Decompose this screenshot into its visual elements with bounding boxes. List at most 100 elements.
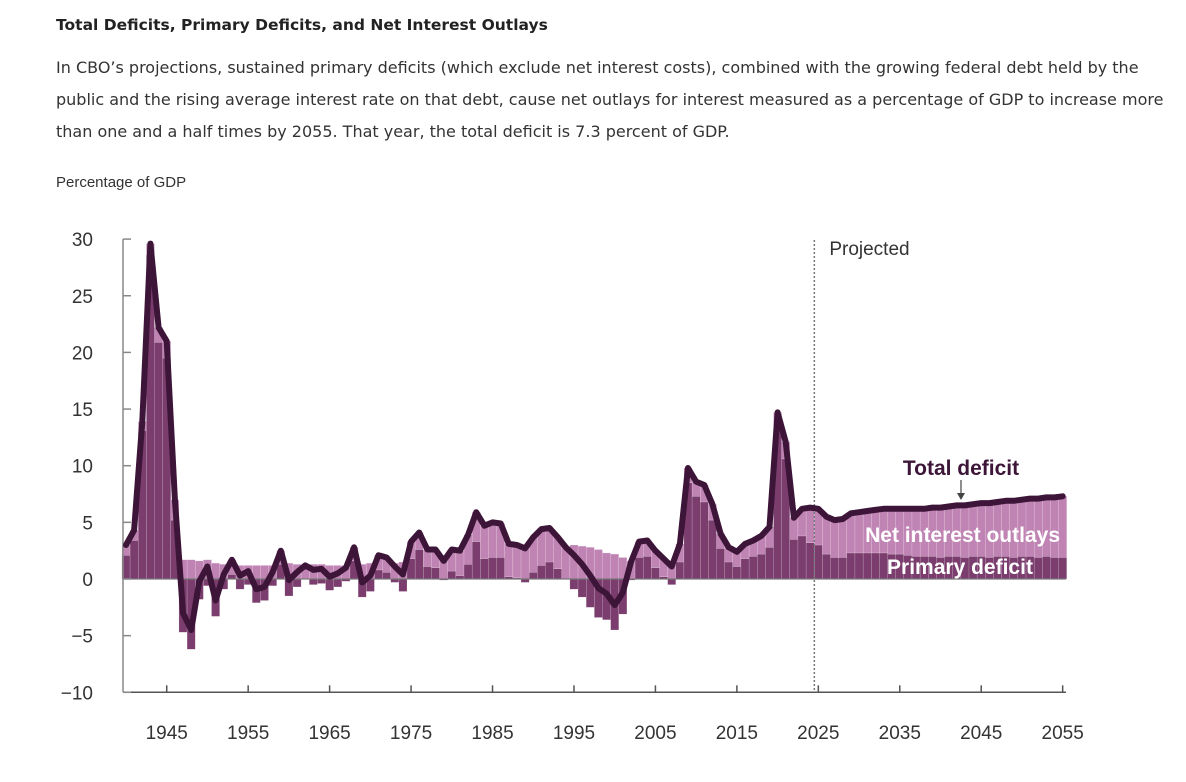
net-interest-bar — [789, 517, 799, 540]
primary-deficit-bar — [569, 578, 579, 590]
primary-deficit-bar — [805, 542, 815, 580]
primary-deficit-bar — [789, 539, 799, 580]
net-interest-bar — [846, 513, 856, 554]
net-interest-bar — [805, 507, 815, 543]
y-tick-label: −10 — [61, 683, 93, 704]
y-tick-label: 0 — [82, 570, 93, 591]
primary-deficit-bar — [480, 558, 489, 580]
net-interest-bar — [830, 519, 839, 558]
primary-deficit-bar — [398, 578, 408, 592]
primary-deficit-bar — [1042, 556, 1051, 580]
primary-deficit-bar — [447, 570, 457, 580]
primary-deficit-bar — [528, 572, 538, 580]
primary-deficit-bar — [846, 552, 856, 580]
primary-deficit-bar — [708, 519, 717, 580]
net-interest-bar — [594, 549, 603, 580]
primary-deficit-bar — [667, 578, 676, 585]
net-interest-bar — [512, 544, 522, 579]
primary-deficit-bar — [414, 549, 424, 580]
net-interest-bar — [186, 559, 196, 580]
primary-deficit-bar — [545, 561, 554, 580]
primary-deficit-bar — [830, 557, 839, 580]
x-tick-label: 1955 — [227, 723, 269, 744]
y-tick-label: 15 — [72, 400, 93, 421]
primary-deficit-bar — [423, 566, 432, 580]
net-interest-bar — [610, 553, 619, 580]
primary-deficit-bar — [634, 557, 644, 580]
primary-deficit-bar — [333, 578, 343, 588]
primary-deficit-bar — [317, 578, 326, 584]
x-tick-label: 2035 — [879, 723, 921, 744]
net-interest-bar — [480, 525, 489, 559]
primary-deficit-bar — [757, 553, 766, 580]
primary-deficit-bar — [724, 561, 734, 580]
primary-deficit-bar — [235, 578, 245, 590]
primary-deficit-bar — [309, 578, 318, 585]
y-tick-label: 10 — [72, 457, 93, 478]
primary-deficit-bar — [765, 547, 774, 580]
primary-deficit-bar — [1058, 557, 1067, 580]
primary-deficit-bar — [740, 558, 750, 580]
primary-deficit-bar — [382, 572, 391, 580]
net-interest-bar — [504, 543, 514, 577]
x-tick-label: 1945 — [146, 723, 188, 744]
y-tick-label: 5 — [82, 513, 93, 534]
primary-deficit-bar — [292, 578, 302, 588]
x-tick-label: 2025 — [797, 723, 839, 744]
primary-deficit-bar — [154, 342, 163, 580]
primary-deficit-bar — [732, 566, 742, 580]
net-interest-bar — [822, 516, 831, 555]
total-deficit-line — [123, 240, 1066, 633]
primary-deficit-bar — [838, 557, 848, 580]
x-tick-label: 2015 — [716, 723, 758, 744]
primary-deficit-bar — [748, 556, 758, 580]
y-tick-label: 20 — [72, 343, 93, 364]
net-interest-bar — [838, 518, 848, 558]
total-deficit-label: Total deficit — [903, 457, 1019, 480]
net-interest-bar — [854, 511, 864, 554]
annotation-arrow-head-icon — [957, 493, 965, 500]
primary-deficit-bar — [325, 578, 334, 591]
primary-deficit-bar — [431, 567, 440, 580]
primary-deficit-bar — [716, 548, 725, 580]
primary-deficit-bar — [374, 569, 383, 580]
net-interest-bar — [455, 550, 465, 576]
primary-deficit-bar — [488, 557, 497, 580]
primary-deficit-bar — [862, 552, 872, 580]
primary-deficit-bar — [129, 540, 139, 580]
primary-deficit-bar — [471, 541, 481, 580]
net-interest-bar — [488, 522, 497, 558]
primary-deficit-bar — [553, 568, 562, 580]
primary-deficit-bar — [700, 501, 709, 580]
projected-label: Projected — [829, 239, 909, 260]
y-tick-label: −5 — [71, 627, 93, 648]
x-tick-label: 2055 — [1042, 723, 1084, 744]
primary-deficit-bar — [496, 557, 505, 580]
primary-deficit-bar — [797, 535, 807, 580]
primary-deficit-bar — [1050, 557, 1059, 580]
primary-deficit-bar — [675, 561, 685, 580]
y-tick-label: 30 — [72, 230, 93, 251]
x-tick-label: 1995 — [553, 723, 595, 744]
primary-deficit-bar — [814, 544, 823, 580]
y-tick-label: 25 — [72, 287, 93, 308]
primary-deficit-bar — [691, 496, 701, 580]
y-axis-label: Percentage of GDP — [56, 174, 187, 191]
x-tick-label: 1985 — [471, 723, 513, 744]
primary-deficit-bar — [871, 552, 880, 580]
x-tick-label: 1975 — [390, 723, 432, 744]
x-tick-label: 2045 — [960, 723, 1002, 744]
primary-deficit-bar — [463, 564, 473, 580]
primary-deficit-bar — [643, 556, 652, 580]
net-interest-label: Net interest outlays — [865, 524, 1060, 547]
primary-deficit-bar — [854, 552, 864, 580]
chart-description: In CBO’s projections, sustained primary … — [56, 58, 1164, 141]
x-tick-label: 2005 — [634, 723, 676, 744]
primary-deficit-bar — [1033, 557, 1043, 580]
primary-deficit-bar — [822, 553, 831, 580]
line-group — [123, 240, 1066, 633]
primary-deficit-bar — [577, 578, 587, 598]
labels-group: Total deficit Net interest outlays Primary… — [865, 457, 1060, 579]
